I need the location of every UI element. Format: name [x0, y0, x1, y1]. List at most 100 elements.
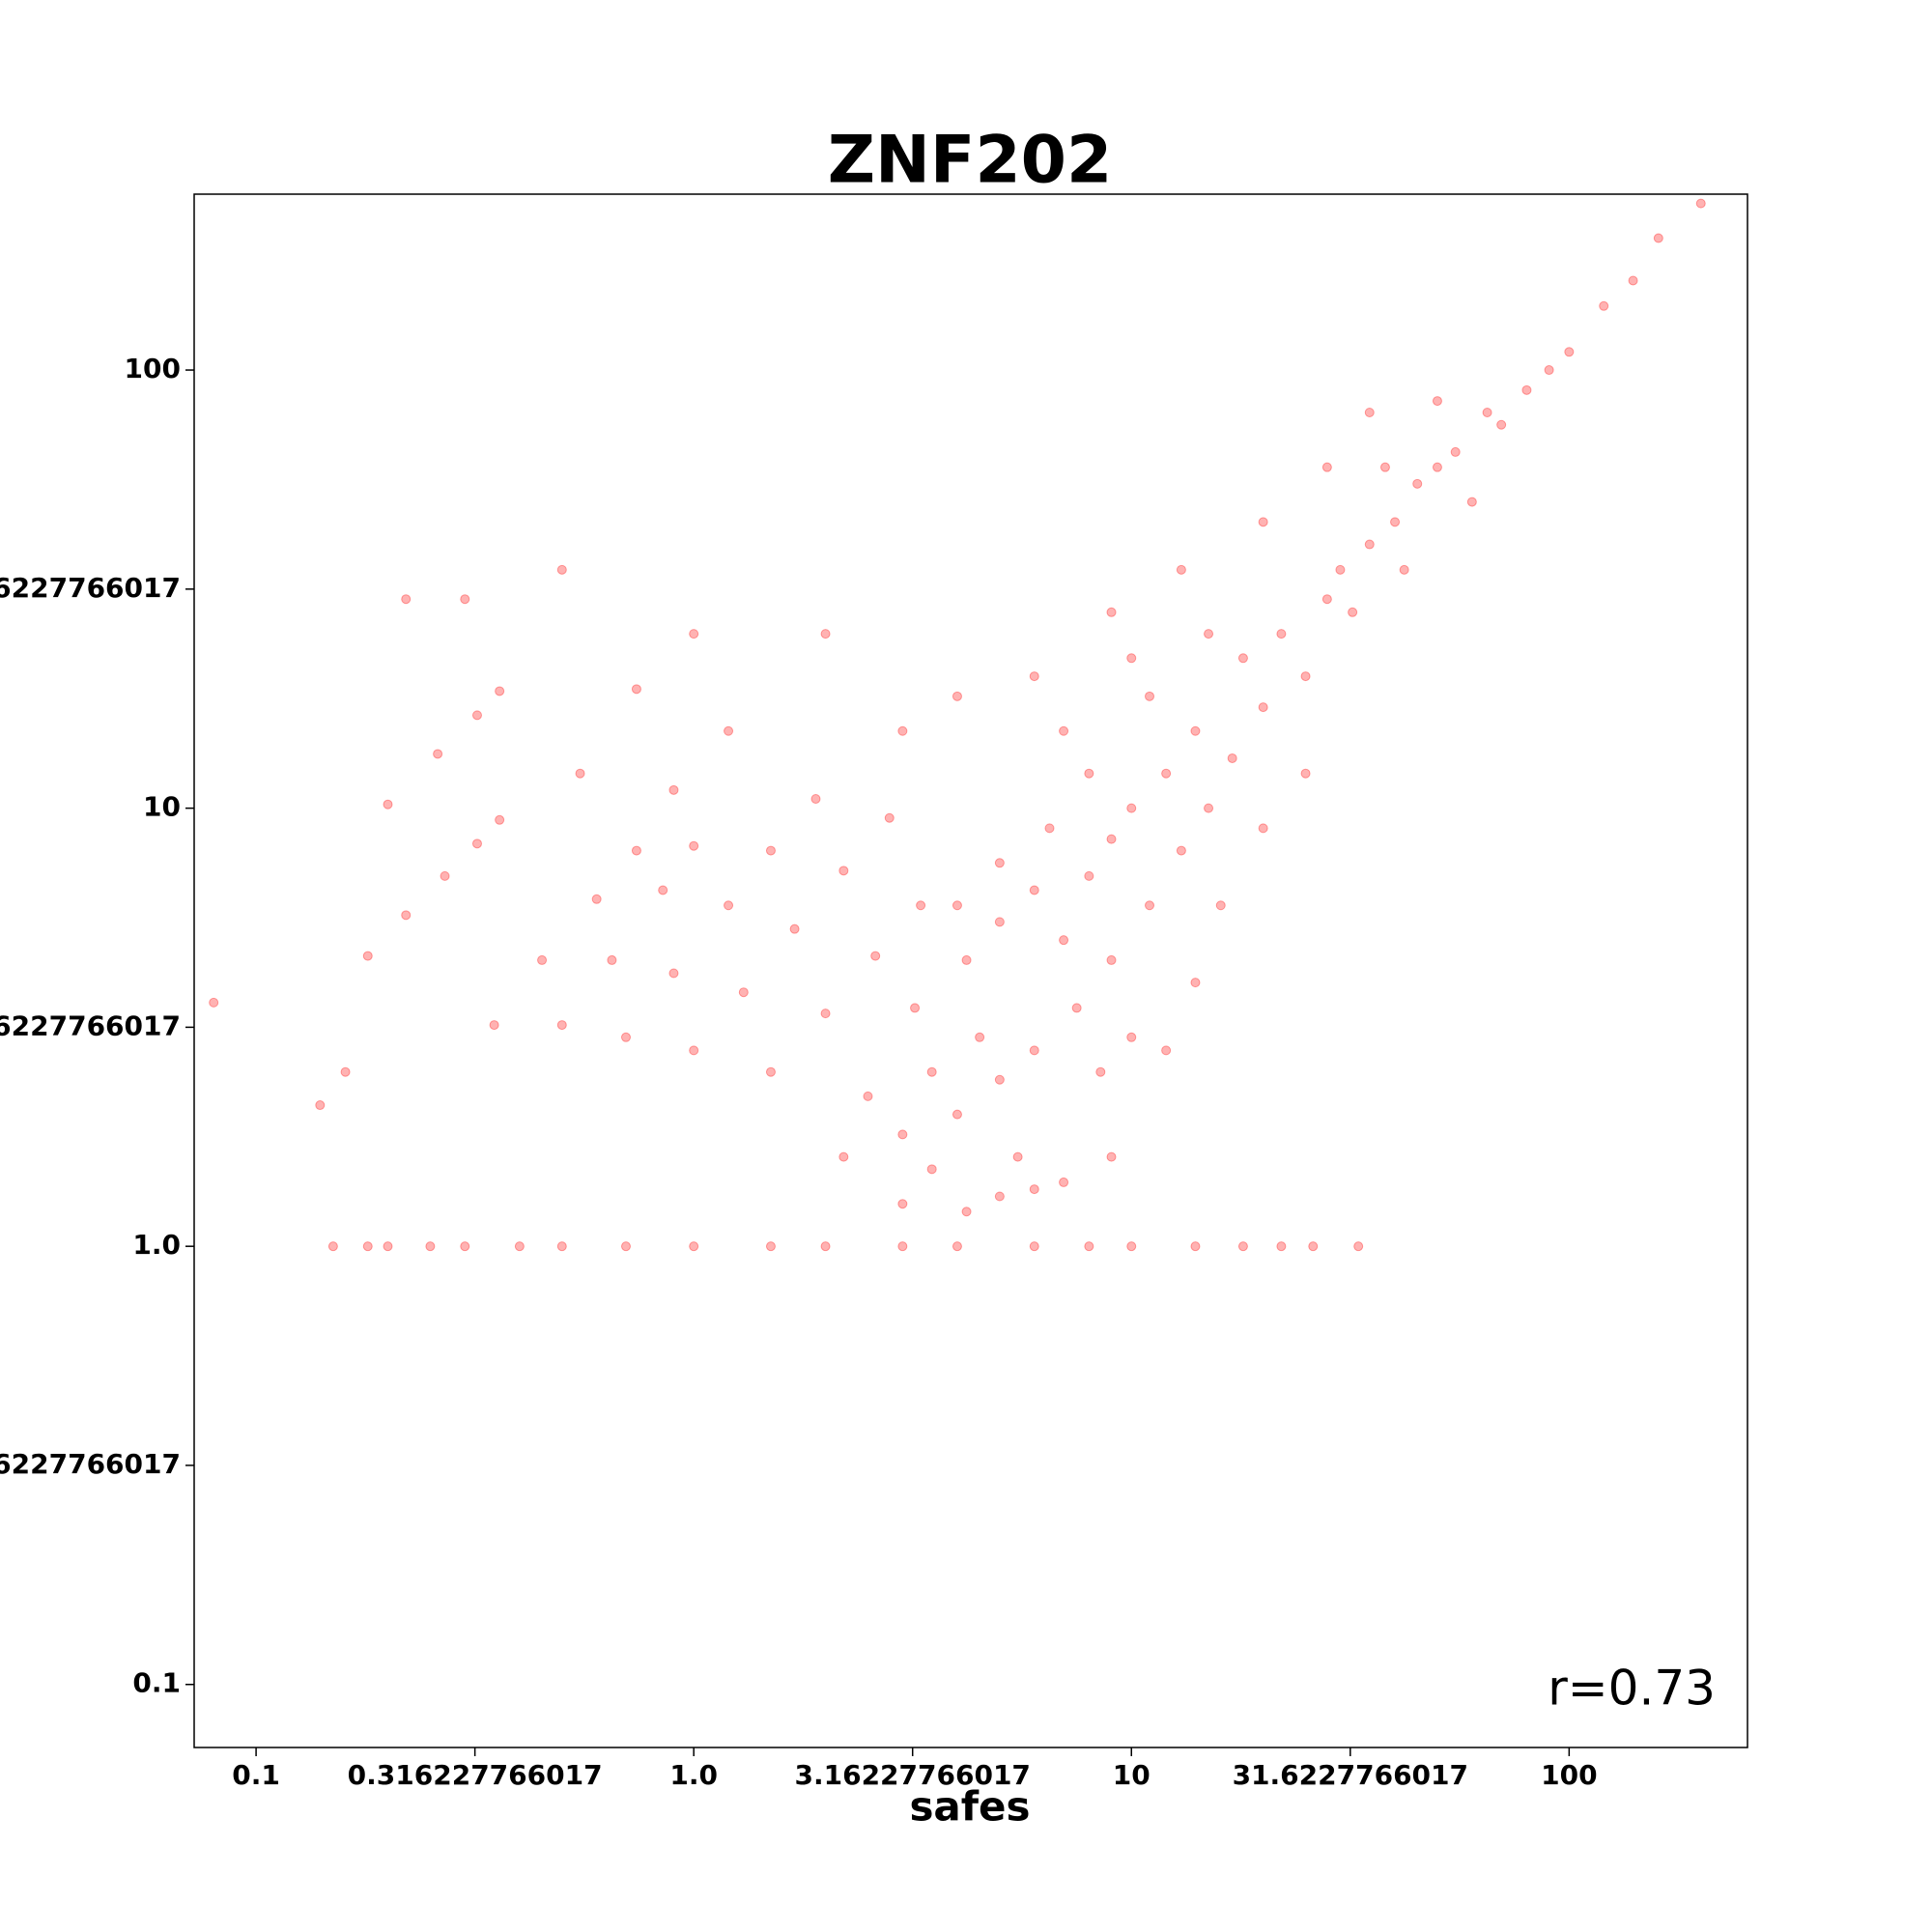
- point: [1399, 564, 1409, 575]
- point: [1521, 384, 1532, 395]
- point: [820, 1009, 831, 1019]
- point: [1653, 233, 1663, 243]
- point: [433, 749, 443, 759]
- point: [1258, 823, 1268, 834]
- point: [820, 629, 831, 639]
- point: [838, 866, 849, 876]
- y-tick-label: 1.0: [132, 1229, 181, 1261]
- point: [1599, 300, 1609, 311]
- point: [537, 954, 548, 965]
- point: [994, 1191, 1005, 1202]
- point: [620, 1241, 631, 1252]
- annotation: r=0.73: [1548, 1661, 1716, 1717]
- point: [975, 1032, 985, 1042]
- point: [1482, 408, 1492, 418]
- point: [1126, 653, 1137, 664]
- point: [631, 684, 641, 695]
- point: [1466, 497, 1477, 507]
- point: [1379, 462, 1390, 472]
- point: [668, 784, 679, 795]
- point: [897, 725, 908, 736]
- point: [810, 794, 821, 805]
- point: [1390, 517, 1401, 527]
- point: [315, 1100, 326, 1111]
- point: [591, 894, 602, 904]
- point: [689, 1241, 699, 1252]
- point: [631, 845, 641, 856]
- point: [1126, 1241, 1137, 1252]
- point: [1029, 885, 1039, 895]
- point: [738, 987, 749, 998]
- plot-frame: [193, 193, 1748, 1748]
- point: [1190, 725, 1201, 736]
- point: [689, 840, 699, 851]
- point: [952, 1109, 962, 1120]
- point: [425, 1241, 436, 1252]
- point: [1176, 845, 1186, 856]
- point: [460, 1241, 470, 1252]
- point: [1300, 671, 1311, 682]
- point: [689, 629, 699, 639]
- point: [1084, 768, 1094, 779]
- y-tick-label: 10: [143, 791, 181, 823]
- point: [789, 923, 800, 934]
- point: [401, 910, 412, 921]
- point: [926, 1066, 937, 1077]
- point: [209, 997, 219, 1008]
- point: [495, 686, 505, 696]
- point: [1106, 954, 1117, 965]
- point: [1432, 396, 1442, 407]
- x-tick-label: 0.1: [232, 1759, 280, 1791]
- point: [620, 1032, 631, 1042]
- point: [1364, 408, 1375, 418]
- point: [1321, 594, 1332, 605]
- point: [1029, 1241, 1039, 1252]
- point: [1258, 702, 1268, 713]
- point: [1029, 1045, 1039, 1056]
- point: [961, 954, 972, 965]
- point: [1029, 1184, 1039, 1195]
- point: [884, 812, 895, 823]
- point: [1237, 653, 1248, 664]
- point: [658, 885, 668, 895]
- point: [1044, 823, 1055, 834]
- point: [1695, 198, 1706, 209]
- point: [724, 900, 734, 911]
- point: [1126, 1032, 1137, 1042]
- point: [514, 1241, 525, 1252]
- point: [994, 917, 1005, 927]
- point: [440, 870, 450, 881]
- point: [897, 1241, 908, 1252]
- point: [1084, 1241, 1094, 1252]
- point: [952, 1241, 962, 1252]
- point: [1029, 671, 1039, 682]
- point: [489, 1020, 499, 1031]
- point: [1276, 1241, 1287, 1252]
- point: [1496, 419, 1507, 430]
- point: [1450, 446, 1461, 457]
- point: [556, 1241, 567, 1252]
- point: [1348, 607, 1358, 617]
- point: [1412, 478, 1423, 489]
- y-tick-label: 0.1: [132, 1667, 181, 1699]
- point: [1106, 834, 1117, 844]
- point: [1364, 539, 1375, 550]
- point: [362, 1241, 373, 1252]
- point: [1276, 629, 1287, 639]
- point: [897, 1129, 908, 1140]
- point: [926, 1164, 937, 1175]
- point: [897, 1199, 908, 1209]
- point: [1161, 768, 1172, 779]
- point: [952, 691, 962, 701]
- point: [1190, 978, 1201, 988]
- point: [1095, 1066, 1106, 1077]
- point: [1215, 900, 1226, 911]
- point: [910, 1003, 921, 1013]
- point: [1227, 753, 1237, 763]
- point: [556, 564, 567, 575]
- point: [863, 1091, 873, 1101]
- point: [1059, 1177, 1069, 1187]
- x-tick-label: 100: [1541, 1759, 1597, 1791]
- point: [1145, 900, 1155, 911]
